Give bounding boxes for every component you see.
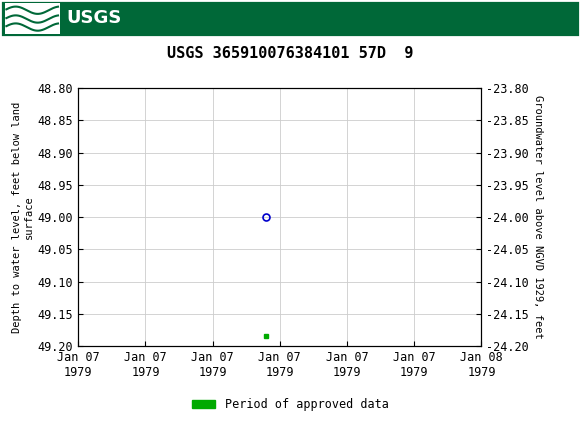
Bar	[5, 3, 60, 34]
Legend: Period of approved data: Period of approved data	[187, 393, 393, 415]
Y-axis label: Depth to water level, feet below land
surface: Depth to water level, feet below land su…	[12, 101, 34, 333]
Text: USGS: USGS	[67, 9, 122, 27]
Text: USGS 365910076384101 57D  9: USGS 365910076384101 57D 9	[167, 46, 413, 61]
Y-axis label: Groundwater level above NGVD 1929, feet: Groundwater level above NGVD 1929, feet	[533, 95, 543, 339]
